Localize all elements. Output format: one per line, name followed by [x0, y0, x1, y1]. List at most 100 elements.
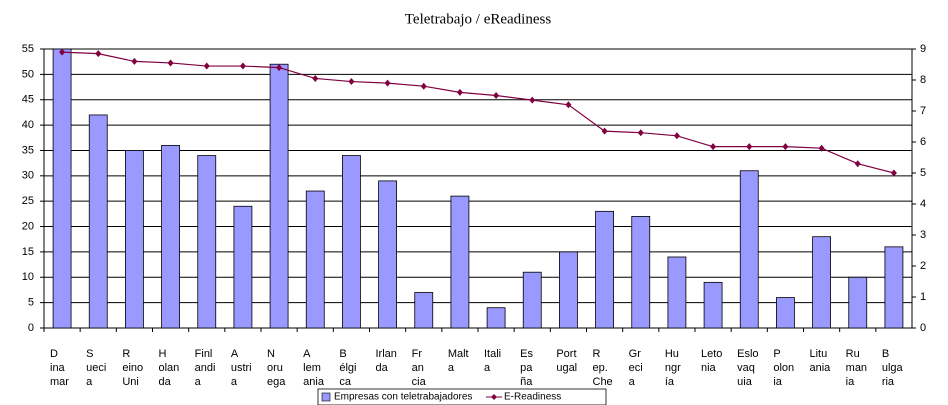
y2-tick-label: 4 — [920, 198, 926, 210]
marker — [312, 74, 319, 82]
x-tick-label: Finl andi a — [195, 348, 216, 388]
bar — [161, 144, 180, 329]
marker — [710, 143, 717, 151]
bar — [197, 155, 217, 329]
y-tick-label: 20 — [22, 220, 34, 232]
x-tick-label: Port ugal — [556, 348, 577, 374]
y2-tick-label: 5 — [920, 167, 926, 179]
marker — [131, 57, 138, 65]
bar — [884, 246, 904, 329]
line — [62, 51, 895, 174]
marker — [637, 129, 644, 137]
bar — [848, 276, 868, 329]
y2-tick-label: 6 — [920, 136, 926, 148]
bar — [812, 236, 831, 329]
y-tick-label: 35 — [22, 144, 34, 156]
legend-marker — [491, 394, 497, 400]
x-tick-label: Fr an cia — [412, 348, 427, 388]
x-tick-label: Itali a — [484, 348, 501, 374]
bar — [595, 210, 614, 329]
bar — [342, 155, 361, 329]
x-tick-label: Malt a — [448, 348, 469, 374]
y2-tick-label: 9 — [920, 43, 926, 55]
marker — [565, 101, 572, 109]
marker — [746, 143, 753, 151]
chart-title: Teletrabajo / eReadiness — [405, 11, 552, 27]
marker — [167, 59, 174, 67]
y-tick-label: 25 — [22, 195, 34, 207]
y2-tick-label: 7 — [920, 105, 926, 117]
marker — [95, 50, 102, 58]
y-tick-label: 10 — [22, 271, 34, 283]
marker — [239, 62, 246, 70]
bar — [486, 307, 506, 329]
y-tick-label: 5 — [28, 297, 34, 309]
marker — [854, 160, 861, 168]
bar — [52, 48, 72, 329]
x-tick-label: Litu ania — [810, 348, 832, 374]
bar — [522, 271, 542, 329]
bar — [305, 190, 325, 329]
bar — [703, 281, 723, 329]
bar — [378, 180, 397, 329]
x-tick-label: Leto nia — [701, 348, 722, 374]
y-tick-label: 45 — [22, 94, 34, 106]
y-tick-label: 40 — [22, 119, 34, 131]
y-tick-label: 15 — [22, 246, 34, 258]
y-tick-label: 30 — [22, 170, 34, 182]
marker — [818, 144, 825, 152]
bar — [88, 114, 108, 329]
y2-tick-label: 8 — [920, 74, 926, 86]
bar — [450, 195, 470, 329]
bar — [269, 63, 289, 329]
x-tick-label: Gr eci a — [629, 348, 643, 388]
y-tick-label: 0 — [28, 322, 34, 334]
bar — [776, 297, 795, 329]
marker — [493, 92, 500, 99]
x-tick-label: Ru man ia — [846, 348, 867, 388]
legend-label: Empresas con teletrabajadores — [334, 392, 472, 403]
marker — [456, 88, 463, 96]
marker — [601, 127, 608, 135]
y-tick-label: 50 — [22, 68, 34, 80]
bar — [233, 205, 253, 329]
bar — [125, 150, 144, 329]
y2-tick-label: 0 — [920, 322, 926, 334]
marker — [59, 48, 66, 56]
bar — [739, 170, 759, 329]
y2-tick-label: 3 — [920, 229, 926, 241]
legend-label: E-Readiness — [504, 392, 561, 403]
bar — [559, 251, 578, 329]
bar — [667, 256, 687, 329]
marker — [348, 78, 355, 86]
legend-box — [317, 388, 607, 405]
marker — [203, 62, 210, 70]
y-tick-label: 55 — [22, 43, 34, 55]
marker — [890, 169, 897, 177]
x-tick-label: Irlan da — [376, 348, 397, 374]
legend-swatch — [321, 392, 331, 402]
y2-tick-label: 2 — [920, 260, 926, 272]
bar — [631, 215, 651, 329]
x-tick-label: Eslo vaq uia — [737, 348, 758, 388]
x-tick-label: Hu ngr ía — [665, 348, 681, 388]
marker — [384, 79, 391, 87]
bar — [414, 292, 434, 329]
marker — [673, 132, 680, 140]
marker — [529, 96, 536, 104]
marker — [276, 64, 283, 72]
y2-tick-label: 1 — [920, 291, 926, 303]
marker — [420, 82, 427, 90]
